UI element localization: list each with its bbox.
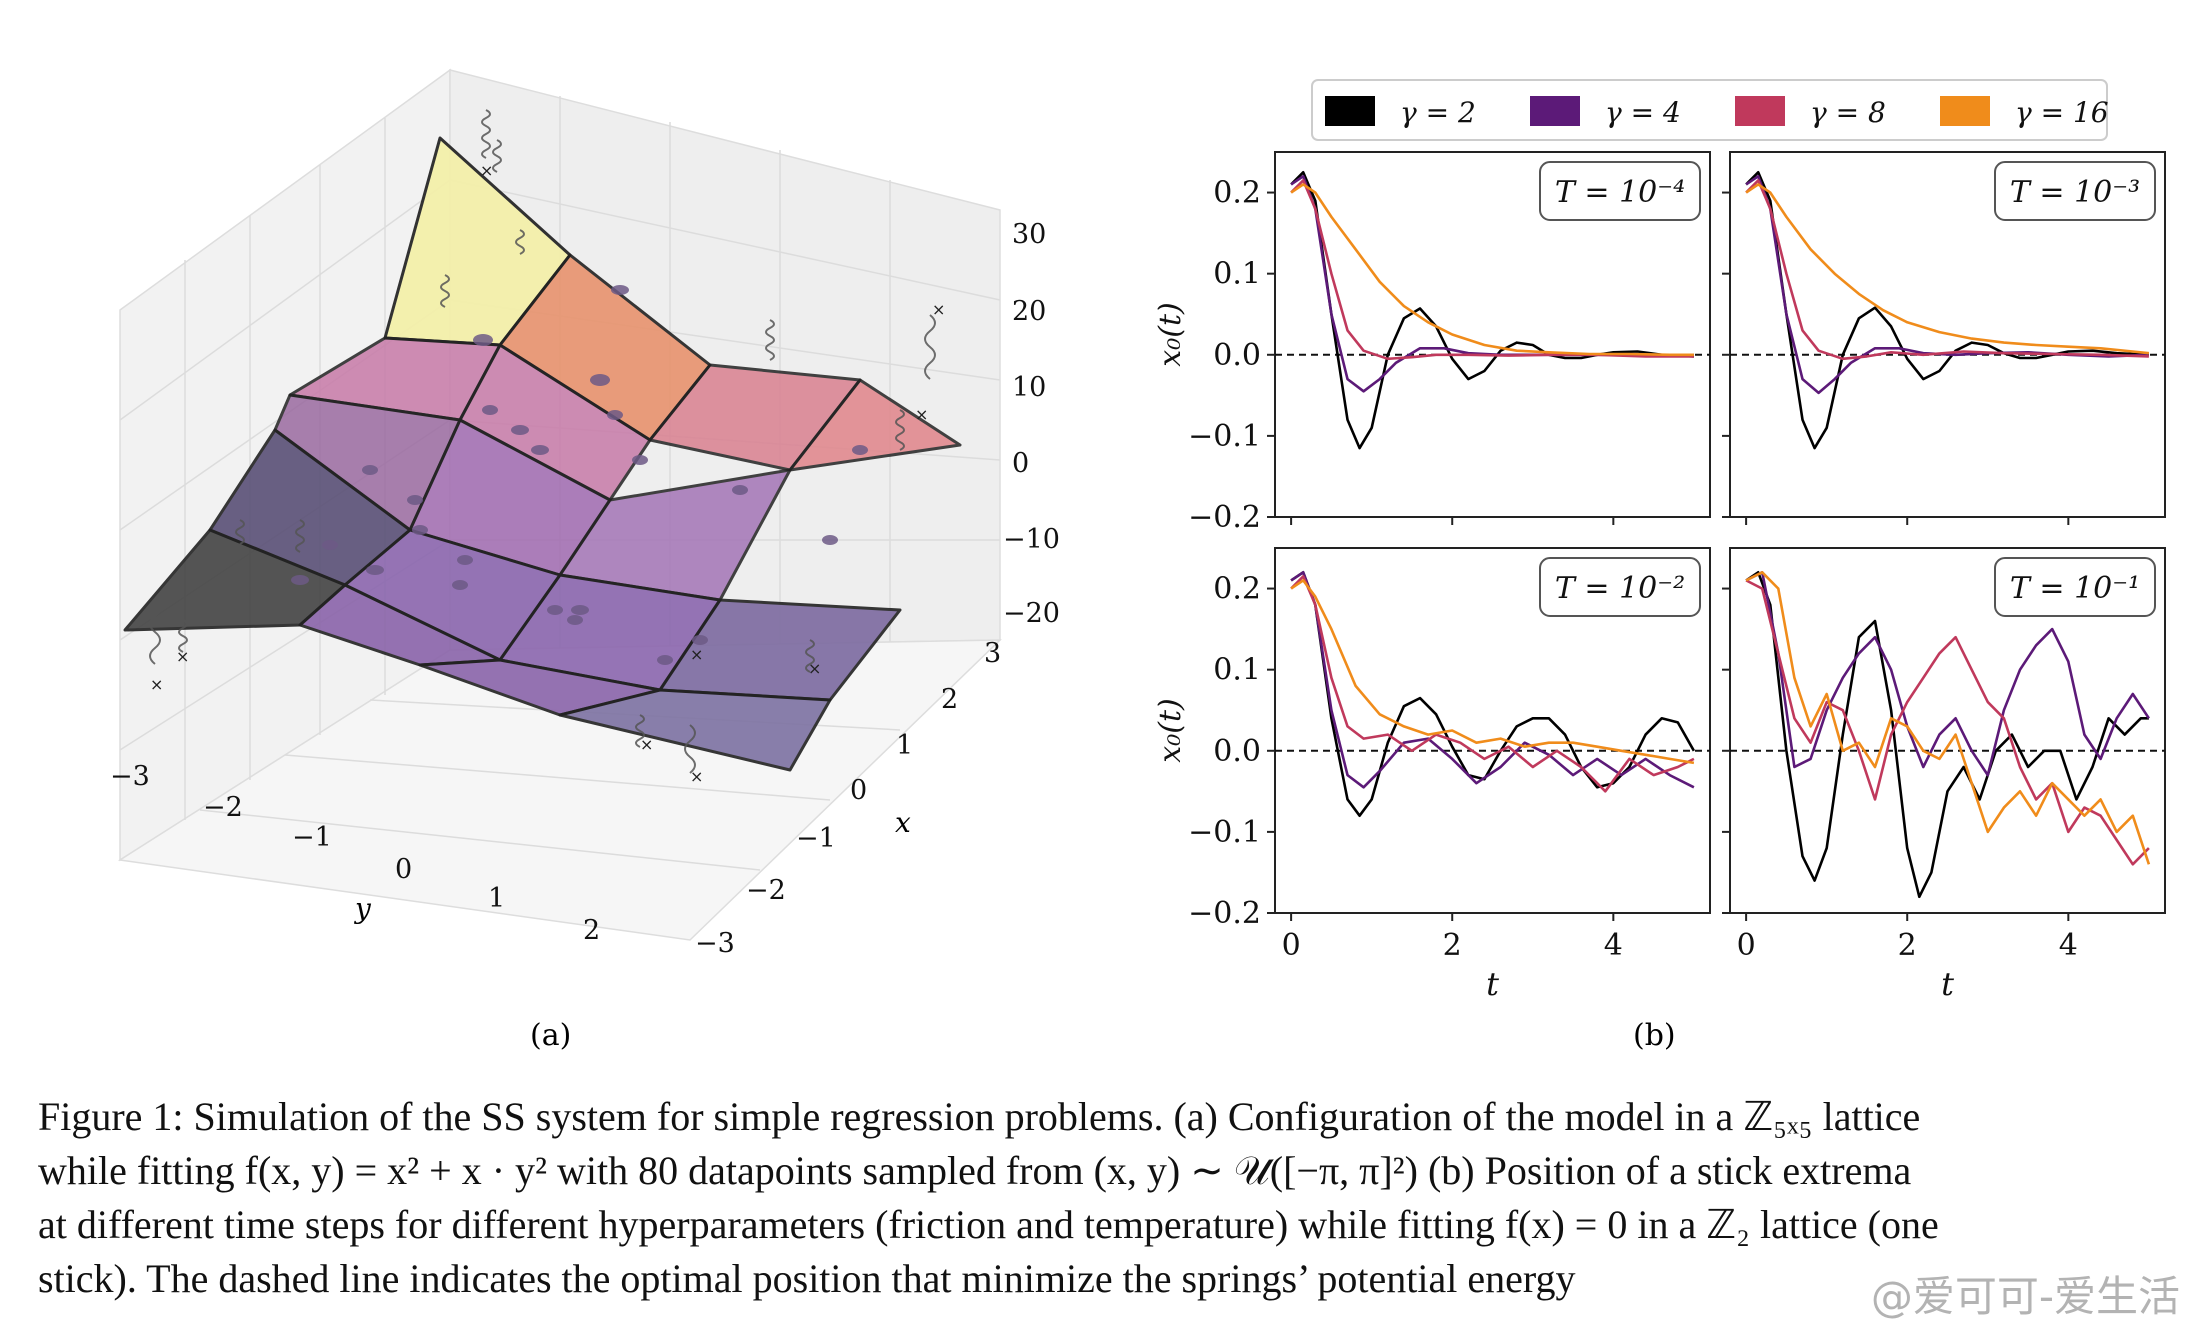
legend-swatch: [1325, 96, 1375, 126]
x-tick-label: −1: [796, 823, 836, 854]
svg-text:×: ×: [808, 659, 821, 678]
subplot-title: T = 10⁻¹: [2010, 571, 2140, 606]
x-tick-label: 0: [850, 775, 867, 806]
y-tick-label: 0.0: [1213, 338, 1261, 373]
caption-line: stick). The dashed line indicates the op…: [38, 1256, 1576, 1301]
caption-line: Figure 1: Simulation of the SS system fo…: [38, 1094, 1921, 1139]
series-line: [1290, 571, 1695, 789]
svg-text:×: ×: [640, 735, 653, 754]
legend-label: γ = 16: [2015, 96, 2109, 129]
y-tick-label: 0.2: [1213, 176, 1261, 211]
temperature-box: [1539, 161, 1701, 221]
x-axis-label: t: [1941, 965, 1954, 1003]
legend-swatch: [1735, 96, 1785, 126]
legend-label: γ = 2: [1400, 96, 1476, 129]
y-axis-ticks: −3 −2 −1 0 1 2: [110, 761, 600, 946]
subplot-title: T = 10⁻³: [2010, 175, 2140, 210]
series-line: [1290, 579, 1695, 765]
y-tick-label: −1: [292, 822, 332, 853]
y-axis-label: y: [353, 892, 372, 925]
caption-line: while fitting f(x, y) = x² + x · y² with…: [38, 1148, 1912, 1193]
z-tick-label: −10: [1003, 524, 1060, 555]
subplot-title: T = 10⁻⁴: [1555, 175, 1685, 210]
caption-line: at different time steps for different hy…: [38, 1202, 1939, 1247]
legend-swatch: [1940, 96, 1990, 126]
subplot-title: T = 10⁻²: [1555, 571, 1685, 606]
x-tick-label: −2: [746, 875, 786, 906]
z-tick-label: 20: [1012, 296, 1046, 327]
x-tick-label: 0: [1737, 928, 1756, 963]
x-tick-label: 4: [1604, 928, 1623, 963]
x-tick-label: 2: [941, 684, 958, 715]
series-line: [1745, 571, 2151, 865]
x-tick-label: 3: [984, 638, 1001, 669]
subplot-1: 0.2 0.1 0.0 −0.1 −0.2 T = 10⁻⁴ x₀(t): [1153, 151, 1711, 535]
svg-text:×: ×: [915, 405, 928, 424]
z-axis-ticks: 30 20 10 0 −10 −20: [1003, 219, 1060, 629]
z-tick-label: 10: [1012, 372, 1046, 403]
x-tick-label: −3: [695, 928, 735, 959]
svg-text:×: ×: [690, 767, 703, 786]
svg-text:×: ×: [690, 645, 703, 664]
y-tick-label: −0.1: [1188, 419, 1261, 454]
legend-label: γ = 4: [1605, 96, 1681, 129]
x-tick-label: 0: [1282, 928, 1301, 963]
temperature-box: [1539, 557, 1701, 617]
legend: γ = 2 γ = 4 γ = 8 γ = 16: [1311, 79, 2109, 141]
y-tick-label: 0.2: [1213, 572, 1261, 607]
x-axis-label: t: [1486, 965, 1499, 1003]
x-tick-label: 4: [2059, 928, 2078, 963]
series-line: [1745, 571, 2150, 777]
x-tick-label: 2: [1443, 928, 1462, 963]
panel-b-label: (b): [1633, 1018, 1676, 1053]
panel-a-3d-surface: ××× ××× ××× 30 20 10 0 −10 −20 3 2 1 0 −…: [110, 68, 1060, 1053]
series-line: [1745, 183, 2150, 355]
y-tick-label: 0.0: [1213, 734, 1261, 769]
z-tick-label: −20: [1003, 598, 1060, 629]
watermark: @爱可可-爱生活: [1870, 1272, 2180, 1321]
y-tick-label: −2: [203, 792, 243, 823]
svg-text:×: ×: [932, 300, 945, 319]
y-tick-label: 0.1: [1213, 653, 1261, 688]
series-line: [1745, 179, 2149, 361]
svg-text:×: ×: [480, 161, 493, 180]
svg-text:×: ×: [150, 675, 163, 694]
svg-text:×: ×: [176, 647, 189, 666]
subplot-2: T = 10⁻³: [1722, 151, 2166, 525]
temperature-box: [1994, 161, 2156, 221]
y-tick-label: −0.2: [1188, 500, 1261, 535]
y-tick-label: 2: [583, 915, 600, 946]
y-tick-label: 1: [488, 883, 505, 914]
y-tick-label: −0.1: [1188, 815, 1261, 850]
y-axis-label: x₀(t): [1153, 698, 1188, 762]
subplot-4: 0 2 4 T = 10⁻¹ t: [1722, 547, 2166, 1003]
z-tick-label: 30: [1012, 219, 1046, 250]
series-line: [1290, 575, 1695, 793]
y-tick-label: −0.2: [1188, 896, 1261, 931]
y-tick-label: 0.1: [1213, 257, 1261, 292]
figure-caption: Figure 1: Simulation of the SS system fo…: [38, 1090, 2178, 1306]
x-tick-label: 1: [896, 730, 913, 761]
x-axis-label: x: [895, 806, 911, 839]
y-tick-label: −3: [110, 761, 150, 792]
series-line: [1290, 183, 1694, 357]
z-tick-label: 0: [1012, 448, 1029, 479]
series-line: [1745, 571, 2149, 899]
y-axis-label: x₀(t): [1153, 302, 1188, 366]
panel-b-line-charts: γ = 2 γ = 4 γ = 8 γ = 16 0.2 0.1 0.0 −0.1 −0.2 T…: [1153, 79, 2166, 1053]
legend-swatch: [1530, 96, 1580, 126]
legend-label: γ = 8: [1810, 96, 1886, 129]
panel-a-label: (a): [530, 1018, 571, 1053]
y-tick-label: 0: [395, 854, 412, 885]
temperature-box: [1994, 557, 2156, 617]
x-tick-label: 2: [1898, 928, 1917, 963]
subplot-3: 0.2 0.1 0.0 −0.1 −0.2 0 2 4 T = 10⁻² x₀(t) t: [1153, 547, 1711, 1003]
x-axis-ticks: 3 2 1 0 −1 −2 −3: [695, 638, 1001, 959]
